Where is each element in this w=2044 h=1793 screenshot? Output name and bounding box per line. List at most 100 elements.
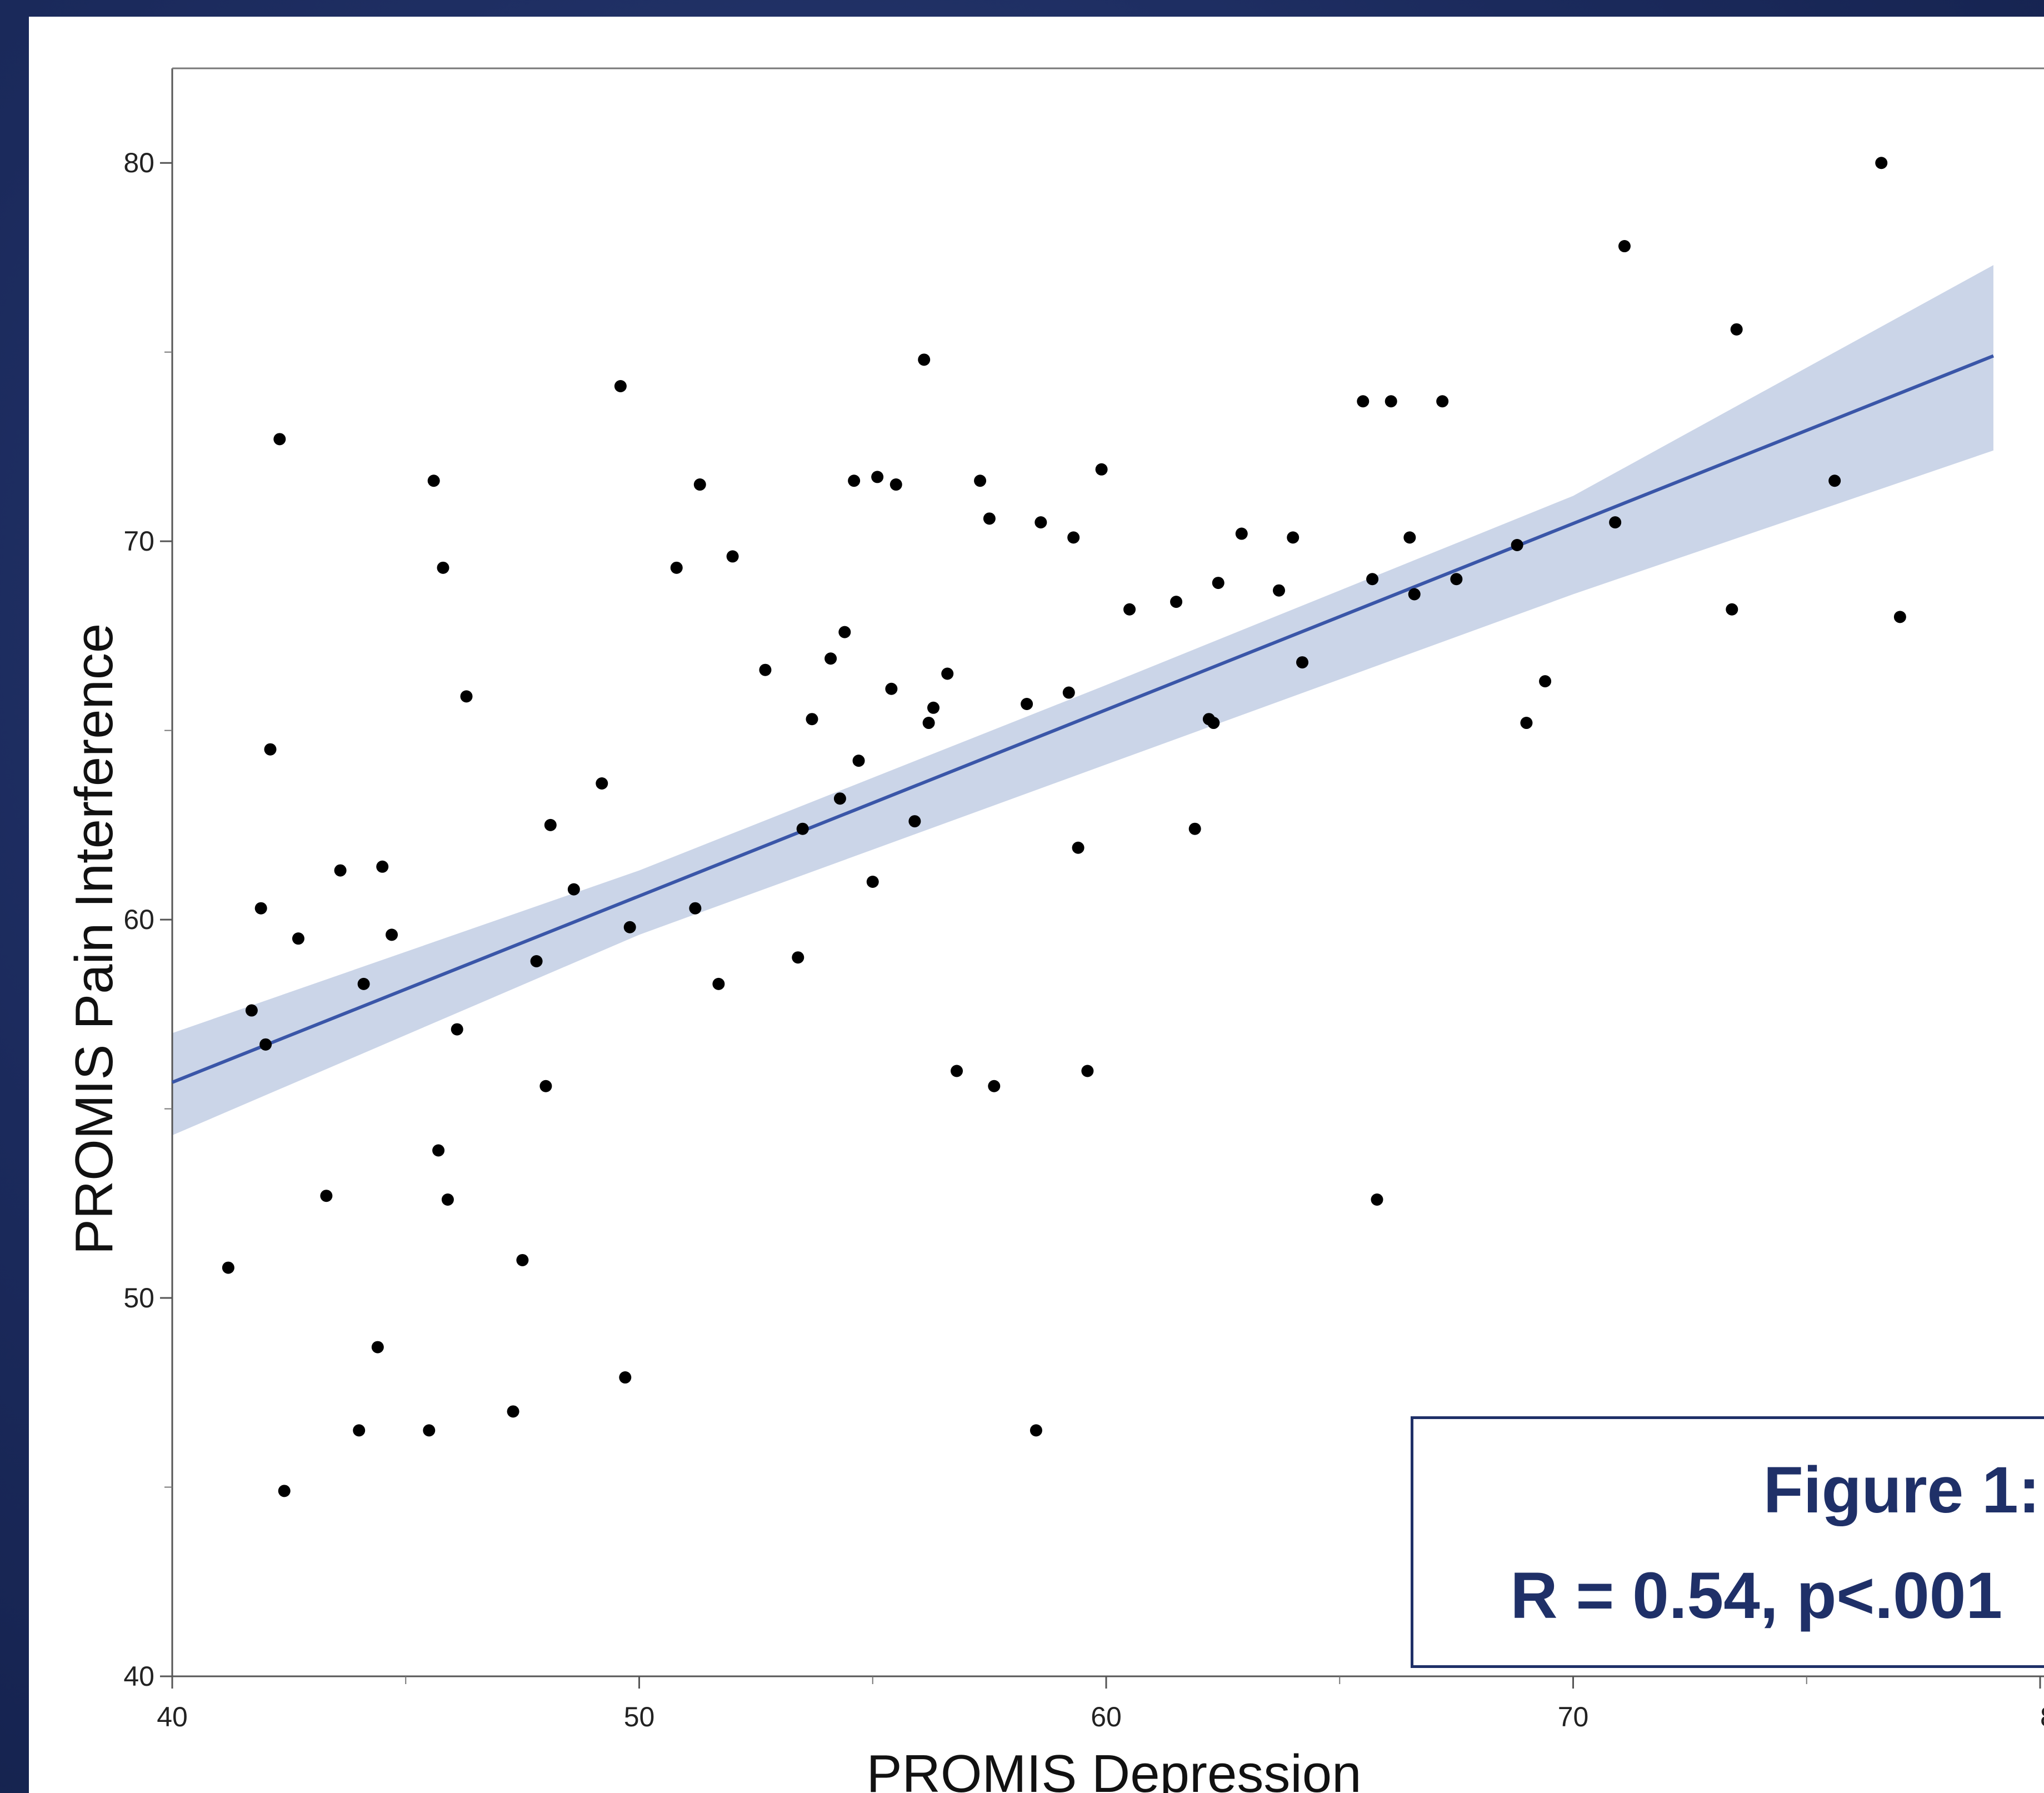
data-point [1212,577,1225,590]
y-tick-label: 80 [123,147,154,178]
axis-ticks-layer: 40 50 60 70 80 40 50 60 70 80 [123,147,2044,1732]
data-point [437,561,449,574]
data-point [726,550,739,563]
data-point [264,743,277,756]
figure-annotation-box: Figure 1: R = 0.54, p<.001 [1411,1416,2044,1668]
x-tick-label: 50 [624,1701,655,1732]
data-point [334,864,347,877]
data-point [670,561,683,574]
data-point [1893,611,1906,623]
data-point [278,1485,291,1497]
data-point [567,883,580,896]
x-tick-label: 60 [1091,1701,1122,1732]
data-point [951,1065,963,1077]
data-point [544,818,557,831]
regression-line [171,354,1995,1084]
data-point [1235,527,1248,540]
data-point [941,667,954,680]
data-point [927,701,940,714]
y-tick-label: 50 [123,1282,154,1313]
data-point [852,755,865,767]
data-point [1371,1193,1383,1206]
data-point [866,876,879,888]
data-point [516,1253,529,1266]
y-axis-title: PROMIS Pain Interference [64,623,124,1255]
data-point [353,1424,366,1437]
data-point [824,652,837,665]
data-point [1618,240,1631,253]
data-point [1067,531,1080,544]
data-point [988,1080,1001,1092]
data-point [889,478,902,491]
data-point [1021,697,1033,710]
data-point [507,1405,519,1418]
y-tick-label: 60 [123,904,154,935]
figure-label: Figure 1: [1763,1454,2040,1527]
data-point [1511,538,1523,551]
data-point [1357,395,1370,408]
data-point [792,951,804,964]
data-point [1296,656,1309,669]
data-point [1609,516,1622,529]
y-tick-label: 70 [123,526,154,557]
data-point [1272,584,1285,597]
data-point [245,1004,258,1017]
data-point [1726,603,1738,616]
scatter-plot: 40 50 60 70 80 40 50 60 70 80 PROMIS Depression P… [64,67,2044,1793]
data-points-layer [222,157,1906,1497]
data-point [357,977,370,990]
data-point [1123,603,1136,616]
data-point [885,682,898,695]
chart-panel: 40 50 60 70 80 40 50 60 70 80 PROMIS Depression P… [29,17,2044,1793]
data-point [432,1144,445,1157]
data-point [922,717,935,730]
data-point [759,663,772,676]
data-point [1730,323,1743,336]
data-point [259,1038,272,1051]
data-point [596,777,608,790]
data-point [441,1193,454,1206]
data-point [1408,588,1421,601]
data-point [539,1080,552,1092]
data-point [712,977,725,990]
confidence-band-layer [172,265,1993,1136]
data-point [833,792,846,805]
data-point [619,1371,632,1384]
data-point [1170,596,1183,608]
data-point [1072,841,1085,854]
data-point [1520,717,1533,730]
data-point [254,902,267,915]
data-point [693,478,706,491]
data-point [1539,675,1552,688]
confidence-band [172,265,1993,1136]
data-point [908,815,921,828]
data-point [974,475,987,487]
data-point [320,1190,333,1202]
data-point [623,921,636,933]
data-point [1450,573,1463,586]
data-point [386,928,398,941]
data-point [838,626,851,638]
data-point [460,690,473,703]
data-point [1403,531,1416,544]
data-point [871,471,884,483]
data-point [1287,531,1300,544]
data-point [1030,1424,1042,1437]
data-point [376,860,389,873]
correlation-stat: R = 0.54, p<.001 [1510,1559,2002,1632]
data-point [1828,475,1841,487]
data-point [1062,686,1075,699]
data-point [292,932,304,945]
data-point [1188,822,1201,835]
data-point [918,353,931,366]
data-point [427,475,440,487]
fit-line-layer [171,354,1995,1084]
data-point [1207,717,1220,730]
x-tick-label: 80 [2040,1701,2044,1732]
data-point [614,379,627,392]
data-point [983,512,996,525]
data-point [423,1424,436,1437]
data-point [222,1261,234,1274]
data-point [1095,463,1108,476]
